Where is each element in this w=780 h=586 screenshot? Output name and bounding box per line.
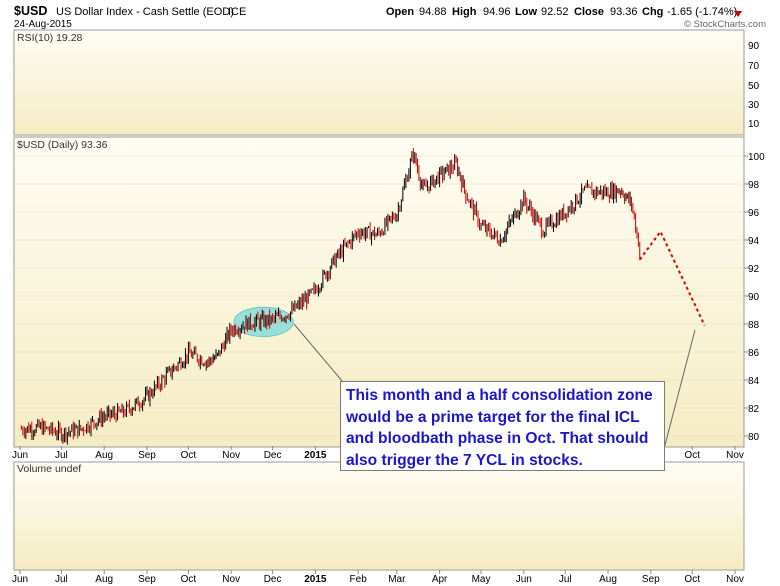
x-tick-label-bottom-0: Jun: [12, 574, 28, 585]
open-value: 94.88: [419, 6, 447, 18]
rsi-tick-90: 90: [748, 41, 760, 52]
high-label: High: [452, 6, 477, 18]
down-arrow-icon: [734, 11, 742, 17]
rsi-panel-frame: [13, 29, 745, 136]
x-axis-bottom: Jun Jul Aug Sep Oct Nov Dec 2015 Feb Mar Apr May Jun…: [12, 570, 744, 585]
x-tick-label-bottom-9: Mar: [388, 574, 406, 585]
chg-label: Chg: [642, 6, 663, 18]
symbol-label: $USD: [14, 4, 47, 18]
y-tick-label-94: 94: [748, 236, 760, 247]
volume-panel-frame: [13, 461, 745, 571]
x-tick-label-bottom-4: Oct: [181, 574, 197, 585]
chart-header: $USD US Dollar Index - Cash Settle (EOD)…: [14, 4, 766, 30]
rsi-tick-30: 30: [748, 100, 760, 111]
close-label: Close: [574, 6, 604, 18]
low-value: 92.52: [541, 6, 569, 18]
volume-label: Volume undef: [17, 463, 81, 475]
x-tick-label-bottom-17: Nov: [726, 574, 744, 585]
y-tick-label-80: 80: [748, 432, 760, 443]
x-tick-label-bottom-12: Jun: [516, 574, 532, 585]
x-tick-label-top-0: Jun: [12, 450, 28, 461]
rsi-axis: 90 70 50 30 10: [748, 41, 760, 130]
y-tick-label-88: 88: [748, 320, 760, 331]
x-tick-label-bottom-2: Aug: [95, 574, 113, 585]
projection-line: [638, 229, 706, 326]
rsi-tick-50: 50: [748, 81, 760, 92]
callout-line-2: would be a prime target for the final IC…: [346, 408, 640, 426]
x-tick-label-bottom-8: Feb: [350, 574, 368, 585]
pointer-line-target: [658, 329, 696, 469]
open-label: Open: [386, 6, 414, 18]
annotation-callout: This month and a half consolidation zone…: [340, 381, 665, 471]
x-tick-label-bottom-6: Dec: [264, 574, 282, 585]
x-tick-label-bottom-11: May: [472, 574, 491, 585]
callout-line-3: and bloodbath phase in Oct. That should: [346, 430, 649, 447]
exchange-label: ICE: [228, 6, 246, 18]
x-tick-label-top-6: Dec: [264, 450, 282, 461]
y-tick-label-86: 86: [748, 348, 760, 359]
high-value: 94.96: [483, 6, 511, 18]
close-value: 93.36: [610, 6, 638, 18]
x-tick-label-top-17: Nov: [726, 450, 744, 461]
callout-pointer: [293, 323, 696, 469]
x-tick-label-bottom-13: Jul: [559, 574, 572, 585]
x-tick-label-bottom-5: Nov: [222, 574, 240, 585]
pointer-line-zone: [293, 323, 349, 389]
y-tick-label-96: 96: [748, 208, 760, 219]
price-label: $USD (Daily) 93.36: [17, 139, 108, 151]
y-tick-label-84: 84: [748, 376, 760, 387]
date-label: 24-Aug-2015: [14, 19, 72, 30]
watermark: © StockCharts.com: [684, 19, 766, 30]
x-tick-label-bottom-14: Aug: [599, 574, 617, 585]
rsi-tick-70: 70: [748, 61, 760, 72]
projection-path: [638, 229, 706, 326]
x-tick-label-top-1: Jul: [55, 450, 68, 461]
callout-line-4: also trigger the 7 YCL in stocks.: [346, 451, 583, 469]
x-tick-label-top-3: Sep: [138, 450, 156, 461]
low-label: Low: [515, 6, 537, 18]
x-tick-label-bottom-16: Oct: [684, 574, 700, 585]
y-tick-label-98: 98: [748, 180, 760, 191]
x-tick-label-top-16: Oct: [684, 450, 700, 461]
price-bars: [20, 148, 641, 445]
y-tick-label-90: 90: [748, 292, 760, 303]
rsi-tick-10: 10: [748, 119, 760, 130]
x-tick-label-bottom-10: Apr: [432, 574, 448, 585]
x-tick-label-bottom-3: Sep: [138, 574, 156, 585]
x-tick-label-bottom-1: Jul: [55, 574, 68, 585]
y-tick-label-82: 82: [748, 404, 760, 415]
x-tick-label-bottom-7: 2015: [304, 574, 327, 585]
chg-value: -1.65 (-1.74%): [667, 6, 737, 18]
instrument-name: US Dollar Index - Cash Settle (EOD): [56, 6, 234, 18]
rsi-panel: RSI(10) 19.28 90 70 50 30 10: [13, 29, 760, 136]
y-tick-label-92: 92: [748, 264, 760, 275]
x-tick-label-top-4: Oct: [181, 450, 197, 461]
x-tick-label-bottom-15: Sep: [642, 574, 660, 585]
callout-line-1: This month and a half consolidation zone: [346, 387, 653, 404]
x-tick-label-top-5: Nov: [222, 450, 240, 461]
volume-panel: Volume undef: [13, 461, 745, 571]
rsi-label: RSI(10) 19.28: [17, 32, 83, 44]
x-tick-label-top-2: Aug: [95, 450, 113, 461]
y-tick-label-100: 100: [748, 152, 765, 163]
x-tick-label-top-7: 2015: [304, 450, 327, 461]
